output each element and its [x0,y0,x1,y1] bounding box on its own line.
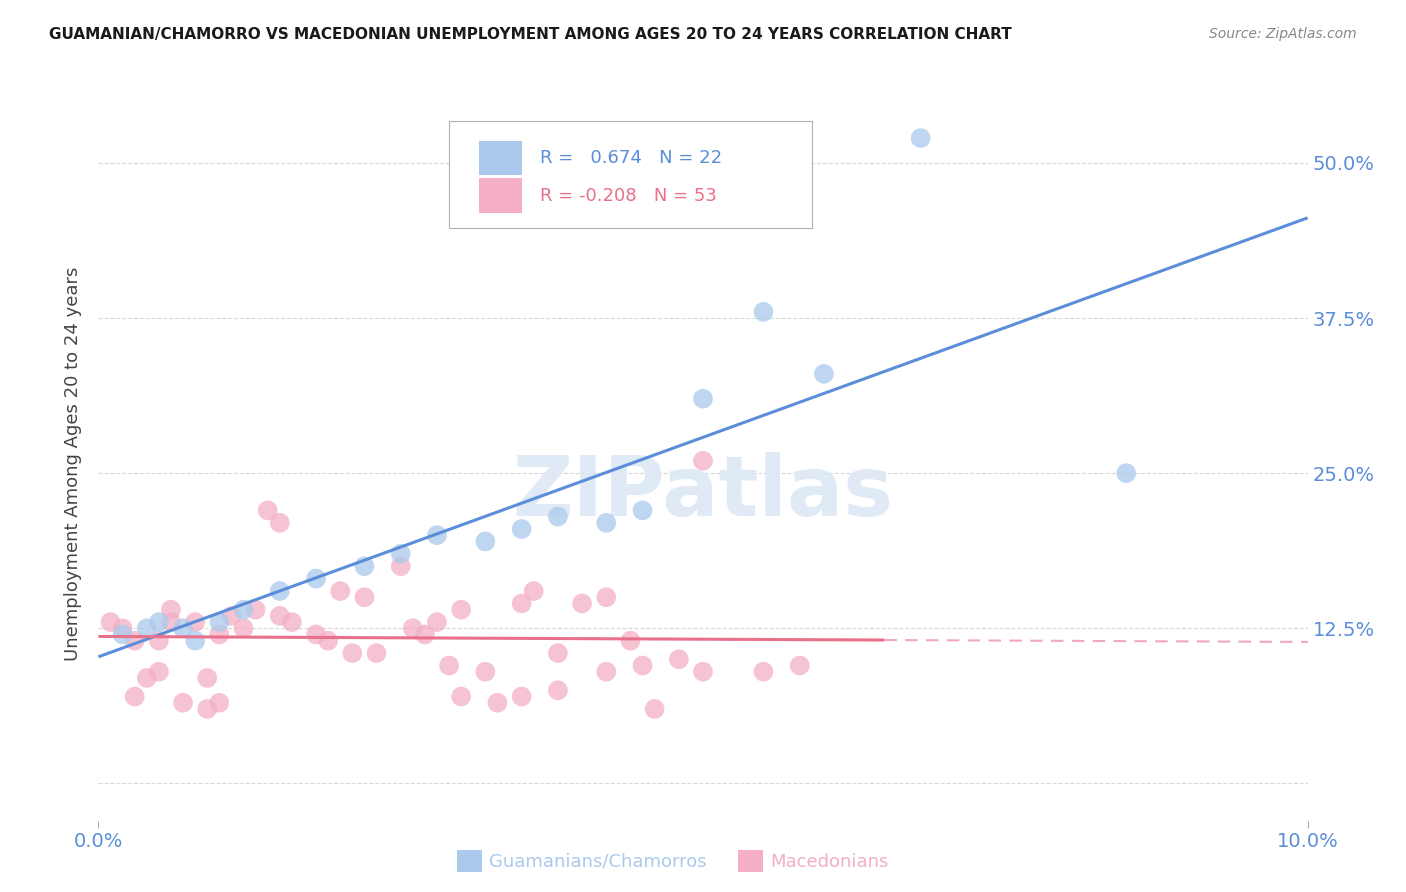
Point [184,615,207,629]
Point [208,615,231,629]
Point [619,633,641,648]
Point [595,591,617,605]
Text: Source: ZipAtlas.com: Source: ZipAtlas.com [1209,27,1357,41]
Point [547,683,569,698]
FancyBboxPatch shape [479,178,522,212]
Text: ZIPatlas: ZIPatlas [513,452,893,533]
Point [148,615,170,629]
Point [752,305,775,319]
Point [389,547,412,561]
Point [510,597,533,611]
Point [450,690,472,704]
Point [450,602,472,616]
Point [329,584,352,599]
Point [910,131,932,145]
Point [208,627,231,641]
Point [269,608,291,623]
Point [437,658,460,673]
Point [316,633,339,648]
Point [148,665,170,679]
Point [160,602,183,616]
Point [342,646,364,660]
Point [172,621,194,635]
Point [135,621,157,635]
Point [474,665,496,679]
Point [353,591,375,605]
Point [510,690,533,704]
Point [813,367,835,381]
Text: Guamanians/Chamorros: Guamanians/Chamorros [489,853,707,871]
Point [631,503,654,517]
Point [160,615,183,629]
Point [547,509,569,524]
FancyBboxPatch shape [479,141,522,175]
Point [281,615,304,629]
Point [208,696,231,710]
Point [413,627,436,641]
Point [124,633,146,648]
Y-axis label: Unemployment Among Ages 20 to 24 years: Unemployment Among Ages 20 to 24 years [65,267,83,661]
Point [789,658,811,673]
Point [474,534,496,549]
Point [547,646,569,660]
Text: R = -0.208   N = 53: R = -0.208 N = 53 [540,186,717,204]
Point [571,597,593,611]
Text: GUAMANIAN/CHAMORRO VS MACEDONIAN UNEMPLOYMENT AMONG AGES 20 TO 24 YEARS CORRELAT: GUAMANIAN/CHAMORRO VS MACEDONIAN UNEMPLO… [49,27,1012,42]
Point [172,696,194,710]
Point [100,615,122,629]
Point [221,608,243,623]
Point [366,646,388,660]
Point [523,584,546,599]
Point [692,454,714,468]
Point [631,658,654,673]
Point [124,690,146,704]
Point [232,621,254,635]
Point [305,572,328,586]
Point [245,602,267,616]
Point [1115,466,1137,480]
Point [426,528,449,542]
Point [256,503,278,517]
Point [148,633,170,648]
Point [195,702,218,716]
Point [510,522,533,536]
Point [184,633,207,648]
Point [644,702,666,716]
Point [752,665,775,679]
Point [389,559,412,574]
Point [692,392,714,406]
Point [402,621,425,635]
Text: R =   0.674   N = 22: R = 0.674 N = 22 [540,149,721,167]
Point [135,671,157,685]
Point [595,516,617,530]
Point [269,584,291,599]
Point [595,665,617,679]
Point [692,665,714,679]
Point [269,516,291,530]
Point [426,615,449,629]
FancyBboxPatch shape [449,121,811,228]
Point [353,559,375,574]
Point [668,652,690,666]
Point [232,602,254,616]
Point [195,671,218,685]
Point [486,696,509,710]
Point [111,627,134,641]
Text: Macedonians: Macedonians [770,853,889,871]
Point [305,627,328,641]
Point [111,621,134,635]
